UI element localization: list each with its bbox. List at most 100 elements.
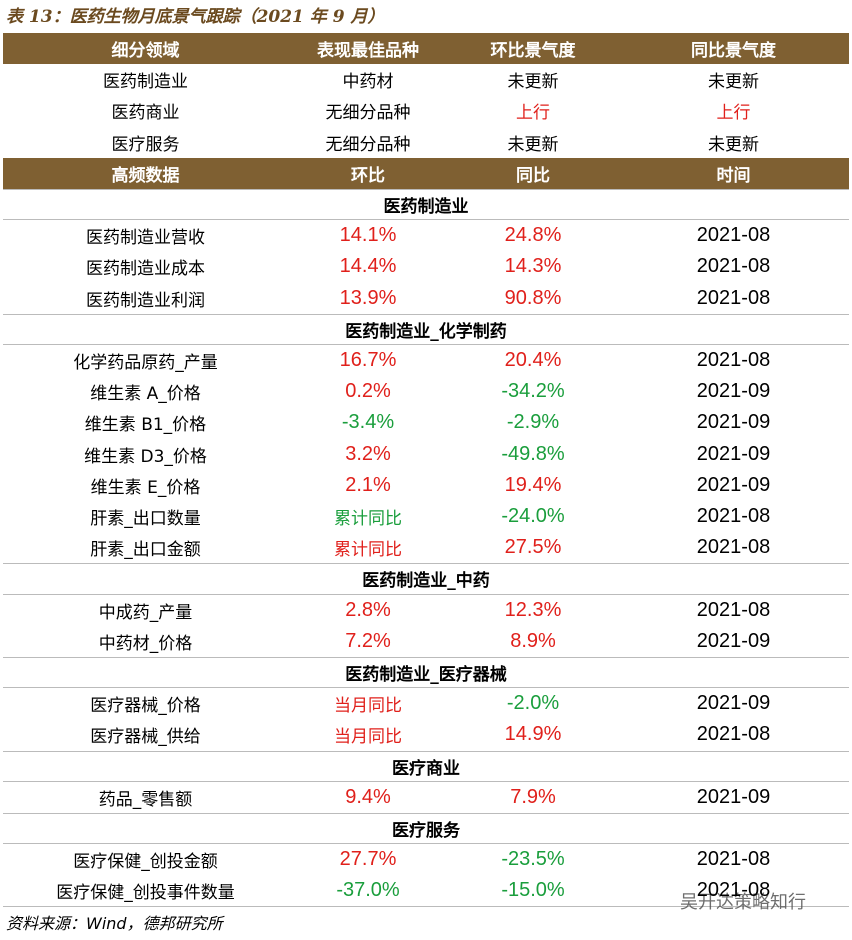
summary-row: 医药制造业 中药材 未更新 未更新 (3, 64, 849, 95)
table-cell: 7.9% (510, 785, 556, 808)
table-cell: 药品_零售额 (98, 789, 193, 810)
table-cell: 3.2% (345, 442, 391, 465)
data-row: 医疗器械_供给 当月同比 14.9% 2021-08 (3, 719, 849, 750)
table-cell: 14.1% (339, 224, 397, 247)
table-cell: 2021-09 (696, 411, 771, 434)
bottom-rule (3, 906, 849, 907)
table-cell: -2.9% (506, 411, 560, 434)
data-row: 医药制造业利润 13.9% 90.8% 2021-08 (3, 283, 849, 314)
table-cell: 无细分品种 (325, 134, 411, 155)
table-cell: 医疗器械_价格 (90, 696, 201, 717)
table-cell: 2.1% (345, 473, 391, 496)
summary-row: 医疗服务 无细分品种 未更新 未更新 (3, 127, 849, 158)
table-cell: 维生素 E_价格 (90, 477, 201, 498)
data-row: 维生素 D3_价格 3.2% -49.8% 2021-09 (3, 439, 849, 470)
table-cell: -24.0% (501, 505, 565, 528)
section-title: 医药制造业_化学制药 (345, 321, 507, 342)
data-row: 中成药_产量 2.8% 12.3% 2021-08 (3, 595, 849, 626)
table-cell: 同比景气度 (691, 41, 776, 62)
table-cell: 2021-08 (696, 598, 771, 621)
table-cell: 27.5% (504, 536, 562, 559)
table-cell: -23.5% (501, 848, 565, 871)
table-cell: -34.2% (501, 380, 565, 403)
table-cell: 维生素 D3_价格 (84, 446, 207, 467)
section-row: 医疗服务 (3, 813, 849, 845)
table-cell: 环比景气度 (490, 41, 576, 62)
table-title: 表 13：医药生物月底景气跟踪（2021 年 9 月） (6, 7, 385, 27)
data-row: 维生素 A_价格 0.2% -34.2% 2021-09 (3, 376, 849, 407)
summary-row: 医药商业 无细分品种 上行 上行 (3, 95, 849, 126)
table-cell: 24.8% (504, 224, 562, 247)
table-cell: 14.4% (339, 255, 397, 278)
source-note: 资料来源：Wind，德邦研究所 (6, 914, 223, 933)
table-cell: 8.9% (510, 629, 556, 652)
data-row: 维生素 B1_价格 -3.4% -2.9% 2021-09 (3, 407, 849, 438)
table-cell: 医药制造业成本 (86, 259, 205, 280)
table-cell: 肝素_出口数量 (90, 509, 201, 530)
table-cell: 环比 (351, 165, 385, 186)
section-row: 医药制造业 (3, 189, 849, 221)
header-row: 细分领域 表现最佳品种 环比景气度 同比景气度 (3, 33, 849, 65)
table-cell: -49.8% (501, 442, 565, 465)
section-title: 医疗商业 (392, 758, 460, 779)
table-cell: 2021-08 (696, 505, 771, 528)
table-cell: 19.4% (504, 473, 562, 496)
table-cell: 2021-09 (696, 442, 771, 465)
data-row: 药品_零售额 9.4% 7.9% 2021-09 (3, 782, 849, 813)
table-cell: 2021-08 (696, 879, 771, 902)
table-cell: 2021-09 (696, 785, 771, 808)
table-cell: 高频数据 (111, 165, 180, 186)
table-cell: 时间 (716, 165, 751, 186)
table-cell: 2021-09 (696, 473, 771, 496)
table-cell: 上行 (716, 103, 751, 124)
table-cell: 医疗保健_创投事件数量 (56, 883, 235, 904)
data-row: 医疗器械_价格 当月同比 -2.0% 2021-09 (3, 688, 849, 719)
table-cell: 未更新 (507, 72, 559, 93)
watermark: 吴开达策略知行 (680, 892, 806, 913)
table-cell: -15.0% (501, 879, 565, 902)
section-row: 医药制造业_中药 (3, 563, 849, 595)
table-cell: 化学药品原药_产量 (73, 353, 218, 374)
table-cell: 2021-08 (696, 255, 771, 278)
table-cell: 医疗服务 (111, 134, 180, 155)
table-cell: 维生素 A_价格 (90, 384, 201, 405)
table-cell: 2021-08 (696, 723, 771, 746)
data-row: 医药制造业成本 14.4% 14.3% 2021-08 (3, 251, 849, 282)
table-cell: 中成药_产量 (98, 602, 193, 623)
table-cell: 2.8% (345, 598, 391, 621)
data-row: 肝素_出口数量 累计同比 -24.0% 2021-08 (3, 501, 849, 532)
data-row: 医药制造业营收 14.1% 24.8% 2021-08 (3, 220, 849, 251)
data-row: 维生素 E_价格 2.1% 19.4% 2021-09 (3, 470, 849, 501)
table-cell: 表现最佳品种 (317, 41, 419, 62)
section-row: 医药制造业_化学制药 (3, 313, 849, 345)
table-cell: 90.8% (504, 286, 562, 309)
table-cell: 医药商业 (111, 103, 180, 124)
section-title: 医药制造业_中药 (362, 571, 490, 592)
table-cell: 2021-08 (696, 848, 771, 871)
table-cell: 累计同比 (334, 509, 402, 530)
section-title: 医药制造业 (383, 197, 469, 218)
table-cell: 无细分品种 (325, 103, 411, 124)
table-cell: 14.9% (504, 723, 562, 746)
table-cell: 未更新 (507, 134, 559, 155)
table-cell: 累计同比 (334, 540, 402, 561)
section-title: 医药制造业_医疗器械 (345, 665, 507, 686)
table-cell: 中药材 (342, 72, 394, 93)
section-title: 医疗服务 (392, 821, 460, 842)
table-cell: 14.3% (504, 255, 562, 278)
table-cell: 当月同比 (334, 727, 402, 748)
table-cell: 2021-08 (696, 349, 771, 372)
section-row: 医药制造业_医疗器械 (3, 657, 849, 689)
table-cell: 医药制造业利润 (86, 290, 205, 311)
table-cell: 13.9% (339, 286, 397, 309)
table-cell: -2.0% (506, 692, 560, 715)
table-cell: 当月同比 (334, 696, 402, 717)
table-cell: 2021-08 (696, 536, 771, 559)
table-cell: 9.4% (345, 785, 391, 808)
table-cell: 同比 (516, 165, 550, 186)
header-row: 高频数据 环比 同比 时间 (3, 157, 849, 189)
table-cell: 肝素_出口金额 (90, 540, 201, 561)
table-cell: 医疗保健_创投金额 (73, 852, 218, 873)
table-cell: 维生素 B1_价格 (84, 415, 207, 436)
